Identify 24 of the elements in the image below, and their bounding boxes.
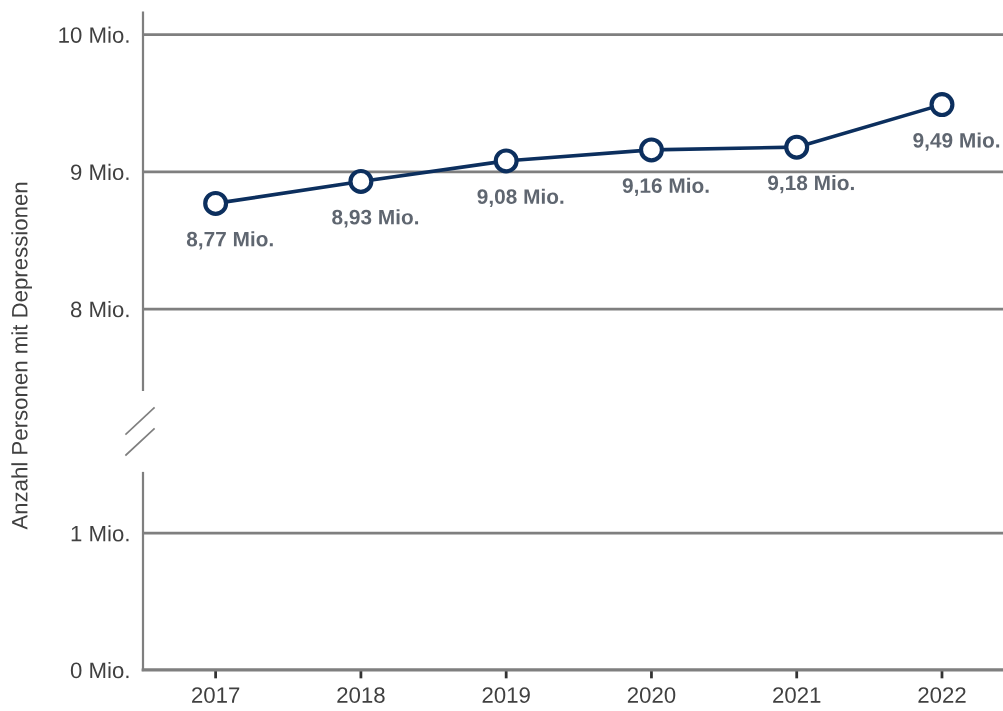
y-tick-label: 8 Mio.: [70, 301, 129, 318]
x-tick-label: 2022: [918, 687, 966, 703]
point: [638, 137, 664, 163]
data-label: 9,08 Mio.: [477, 188, 564, 207]
y-tick-label: 1 Mio.: [71, 525, 129, 542]
data-label: 8,93 Mio.: [332, 209, 419, 228]
data-label: 9,49 Mio.: [913, 132, 1000, 151]
data-label: 9,16 Mio.: [622, 177, 709, 197]
y-axis-title: Anzahl Personen mit Depressionen: [11, 182, 32, 530]
x-tick-label: 2021: [773, 687, 821, 703]
point: [348, 168, 374, 194]
x-tick-label: 2020: [627, 687, 676, 703]
x-tick-label: 2018: [337, 687, 385, 703]
data-label: 9,18 Mio.: [768, 174, 854, 194]
y-tick-label: 10 Mio.: [59, 26, 129, 43]
point: [493, 148, 519, 174]
data-label: 8,77 Mio.: [186, 231, 273, 250]
point: [929, 92, 955, 118]
point: [203, 190, 229, 216]
y-tick-label: 9 Mio.: [71, 163, 129, 181]
point: [784, 134, 810, 160]
x-tick-label: 2017: [192, 687, 240, 703]
y-tick-label: 0 Mio.: [70, 661, 129, 679]
x-tick-label: 2019: [482, 687, 530, 703]
